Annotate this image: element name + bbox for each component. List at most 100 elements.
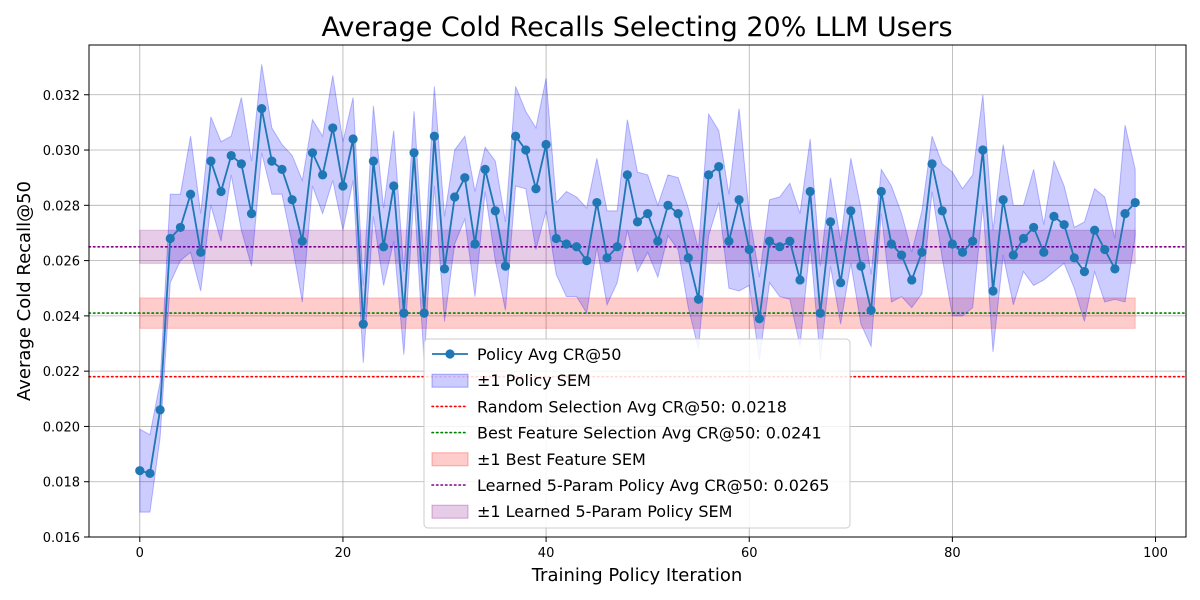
policy-data-point [561,239,571,249]
policy-data-point [825,217,836,227]
policy-data-point [795,275,805,285]
policy-data-point [1029,222,1039,233]
policy-data-point [409,148,419,158]
y-tick-label: 0.016 [43,531,80,546]
x-tick-label: 20 [335,546,352,561]
policy-data-point [714,162,724,172]
policy-data-point [1130,197,1140,208]
policy-data-point [1079,267,1090,277]
policy-data-point [358,319,368,329]
legend-label: Best Feature Selection Avg CR@50: 0.0241 [477,424,822,443]
policy-data-point [978,145,988,155]
policy-data-point [724,236,734,246]
policy-data-point [531,184,541,194]
policy-data-point [297,236,307,246]
policy-data-point [318,170,328,180]
policy-data-point [1018,233,1029,244]
policy-data-point [998,195,1008,205]
legend-label: Random Selection Avg CR@50: 0.0218 [477,397,787,416]
policy-data-point [551,233,561,244]
x-axis-ticks: 0 20 40 60 80 100 [136,537,1168,561]
policy-data-point [1120,209,1130,219]
policy-data-point [571,242,582,252]
legend-label: ±1 Best Feature SEM [477,450,646,469]
legend: Policy Avg CR@50 ±1 Policy SEM Random Sele… [423,338,851,529]
policy-data-point [846,206,856,216]
policy-data-point [775,242,785,252]
policy-data-point [267,156,277,166]
policy-data-point [947,239,957,249]
policy-data-point [1089,225,1100,235]
policy-data-point [470,239,480,249]
y-axis-label: Average Cold Recall@50 [14,181,35,401]
policy-data-point [399,308,409,318]
x-tick-label: 0 [136,546,144,561]
policy-data-point [175,222,186,233]
legend-label: ±1 Learned 5-Param Policy SEM [477,502,732,521]
policy-data-point [643,209,653,219]
policy-data-point [429,131,439,141]
policy-data-point [673,209,683,219]
policy-data-point [216,186,226,197]
policy-data-point [460,173,470,183]
policy-data-point [683,253,693,263]
policy-data-point [165,233,175,244]
policy-data-point [185,189,196,199]
policy-data-point [876,186,886,197]
policy-data-point [764,236,775,246]
policy-data-point [1100,244,1110,255]
policy-data-point [236,159,246,169]
x-tick-label: 100 [1143,546,1168,561]
policy-data-point [693,294,704,304]
policy-data-point [744,244,754,255]
y-tick-label: 0.026 [43,255,80,270]
policy-sem-band [139,64,1136,513]
policy-data-point [1069,253,1079,263]
policy-data-point [592,197,602,208]
policy-data-point [328,123,338,133]
legend-marker-handle [445,349,455,359]
policy-data-point [734,195,744,205]
policy-data-point [754,314,764,324]
y-axis-ticks: 0.016 0.018 0.020 0.022 0.024 0.026 0.028 0.030… [43,89,89,546]
policy-data-point [135,466,145,476]
y-tick-label: 0.018 [43,476,80,491]
policy-data-point [866,305,876,315]
policy-data-point [348,134,358,144]
legend-patch-handle [431,452,469,467]
policy-data-point [1008,250,1018,260]
policy-data-point [907,275,917,285]
policy-data-point [480,164,490,174]
policy-data-point [602,253,612,263]
policy-data-point [663,200,673,210]
policy-data-point [1039,247,1049,257]
policy-data-point [378,242,389,252]
policy-data-point [155,405,165,415]
policy-data-point [805,186,815,197]
policy-data-point [246,209,257,219]
policy-data-point [196,247,206,257]
x-axis-label: Training Policy Iteration [531,565,743,586]
policy-data-point [368,156,379,166]
policy-data-point [450,192,460,202]
policy-data-point [1110,264,1120,274]
y-tick-label: 0.032 [43,89,80,104]
legend-label: ±1 Policy SEM [477,371,591,390]
x-tick-label: 60 [741,546,758,561]
policy-data-point [226,150,236,161]
series-group [135,64,1140,513]
policy-data-point [917,247,927,257]
policy-data-point [836,278,846,288]
policy-data-point [968,236,978,246]
policy-data-point [287,195,297,205]
policy-data-point [632,217,643,227]
policy-data-point [957,247,968,257]
policy-data-point [439,264,450,274]
policy-data-point [419,308,429,318]
x-tick-label: 80 [944,546,961,561]
plot-frame [88,44,1187,538]
policy-data-point [206,156,216,166]
legend-label: Policy Avg CR@50 [477,345,621,364]
policy-data-point [582,255,592,266]
